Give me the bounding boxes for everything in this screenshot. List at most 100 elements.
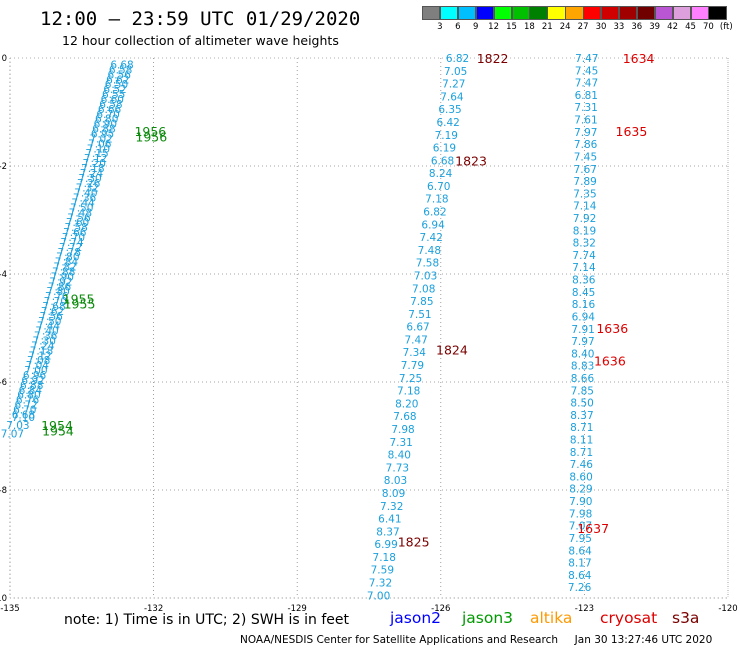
wave-height-value: 7.08 — [412, 283, 435, 295]
wave-height-value: 7.34 — [403, 347, 427, 359]
wave-height-value: 7.18 — [30, 345, 53, 357]
longitude-tick-label: -120 — [718, 604, 737, 614]
wave-height-value: 7.74 — [60, 237, 84, 249]
pass-time-label: 1824 — [436, 343, 468, 358]
latitude-tick-label: -8 — [0, 486, 7, 496]
wave-height-value: 7.20 — [83, 158, 106, 170]
color-scale-swatch — [457, 6, 477, 20]
wave-height-value: 7.40 — [74, 188, 97, 200]
wave-height-value: 7.56 — [39, 311, 63, 323]
wave-height-value: 7.85 — [571, 385, 594, 397]
wave-height-value: 6.56 — [108, 69, 132, 81]
wave-height-value: 7.44 — [37, 321, 61, 333]
longitude-tick-label: -132 — [144, 604, 163, 614]
wave-height-value: 6.68 — [12, 409, 35, 421]
wave-height-value: 7.46 — [570, 459, 594, 471]
wave-height-value: 7.73 — [386, 462, 409, 474]
wave-height-value: 7.68 — [393, 411, 416, 423]
latitude-tick-label: 0 — [2, 54, 7, 64]
color-scale-swatch — [565, 6, 584, 20]
color-scale-swatch — [601, 6, 620, 20]
wave-height-value: 8.37 — [376, 526, 399, 538]
wave-height-value: 8.16 — [572, 299, 596, 311]
wave-height-value: 7.92 — [49, 276, 72, 288]
wave-height-value: 7.48 — [418, 245, 441, 257]
wave-height-value: 6.80 — [95, 114, 118, 126]
color-scale-swatch — [690, 6, 709, 20]
wave-height-value: 7.07 — [1, 428, 24, 440]
wave-height-value: 7.30 — [33, 335, 56, 347]
wave-height-value: 7.70 — [62, 232, 85, 244]
wave-height-value: 7.18 — [373, 552, 396, 564]
wave-height-value: 6.94 — [421, 219, 445, 231]
wave-height-value: 7.32 — [380, 501, 403, 513]
wave-height-value: 7.85 — [410, 296, 433, 308]
wave-height-value: 7.72 — [59, 242, 82, 254]
wave-height-value: 8.71 — [570, 422, 593, 434]
wave-height-value: 7.36 — [73, 193, 97, 205]
color-scale-swatch — [547, 6, 566, 20]
color-scale-label: 39 — [649, 22, 661, 32]
wave-height-value: 6.88 — [20, 380, 43, 392]
wave-height-value: 7.32 — [369, 578, 392, 590]
color-scale-swatch — [439, 6, 459, 20]
wave-height-value: 6.70 — [13, 404, 36, 416]
wave-height-value: 6.42 — [436, 117, 459, 129]
wave-height-value: 7.47 — [404, 334, 427, 346]
wave-height-value: 7.50 — [38, 316, 61, 328]
pass-time-label: 1955 — [63, 291, 95, 306]
wave-height-value: 8.20 — [395, 398, 418, 410]
wave-height-value: 6.70 — [427, 181, 450, 193]
wave-height-value: 7.59 — [371, 565, 394, 577]
wave-height-value: 6.52 — [103, 84, 126, 96]
color-scale-label: 12 — [488, 22, 500, 32]
color-scale-swatch — [511, 6, 530, 20]
color-scale-label: 9 — [472, 22, 479, 32]
pass-time-label: 1954 — [42, 424, 74, 439]
pass-time-label: 1954 — [41, 418, 73, 433]
color-scale-swatch — [672, 6, 691, 20]
color-scale-swatch — [493, 6, 512, 20]
wave-height-value: 7.70 — [44, 296, 67, 308]
color-scale-swatch — [708, 6, 727, 20]
wave-height-value: 7.78 — [58, 247, 81, 259]
wave-height-value: 7.35 — [573, 188, 596, 200]
color-scale-label: 15 — [506, 22, 517, 32]
wave-height-value: 7.66 — [63, 227, 87, 239]
wave-height-value: 7.00 — [24, 365, 47, 377]
wave-height-value: 7.42 — [420, 232, 443, 244]
wave-height-value: 7.15 — [85, 148, 108, 160]
wave-height-value: 7.58 — [416, 258, 439, 270]
footer-credit: NOAA/NESDIS Center for Satellite Applica… — [240, 634, 713, 646]
color-scale-swatch — [422, 6, 441, 20]
wave-height-value: 7.62 — [41, 306, 64, 318]
longitude-tick-label: -126 — [431, 604, 450, 614]
wave-height-value: 6.19 — [433, 143, 456, 155]
wave-height-value: 7.02 — [89, 133, 112, 145]
satellite-legend-item: jason3 — [462, 609, 514, 627]
wave-height-value: 7.92 — [573, 213, 596, 225]
wave-height-value: 7.56 — [67, 212, 91, 224]
latitude-tick-label: -4 — [0, 270, 7, 280]
wave-height-value: 6.67 — [406, 322, 429, 334]
wave-height-value: 6.58 — [109, 64, 132, 76]
wave-height-value: 7.58 — [64, 222, 87, 234]
wave-height-value: 7.12 — [84, 153, 107, 165]
wave-height-value: 6.92 — [21, 375, 44, 387]
wave-height-value: 6.55 — [102, 89, 125, 101]
longitude-tick-label: -123 — [575, 604, 594, 614]
wave-height-value: 7.48 — [69, 207, 92, 219]
color-scale-label: 36 — [631, 22, 643, 32]
wave-height-value: 6.60 — [101, 94, 124, 106]
wave-height-value: 6.94 — [572, 311, 596, 323]
color-scale-label: 27 — [577, 22, 589, 32]
wave-height-value: 7.80 — [46, 286, 69, 298]
wave-height-value: 7.27 — [442, 79, 465, 91]
color-scale-label: (ft) — [719, 22, 733, 32]
wave-height-value: 6.70 — [96, 109, 119, 121]
wave-height-value: 6.95 — [91, 128, 114, 140]
wave-height-value: 7.90 — [569, 496, 592, 508]
wave-height-value: 8.71 — [570, 447, 593, 459]
wave-height-value: 7.07 — [569, 521, 592, 533]
